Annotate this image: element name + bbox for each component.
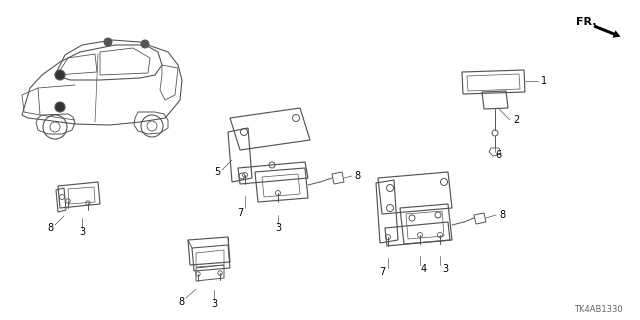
FancyArrow shape <box>593 25 621 38</box>
Circle shape <box>141 40 149 48</box>
Circle shape <box>55 102 65 112</box>
Text: 8: 8 <box>354 171 360 181</box>
Text: 3: 3 <box>79 227 85 237</box>
Text: 8: 8 <box>499 210 505 220</box>
Text: 3: 3 <box>275 223 281 233</box>
Text: 6: 6 <box>495 150 501 160</box>
Text: 8: 8 <box>47 223 53 233</box>
Text: 3: 3 <box>211 299 217 309</box>
Text: 5: 5 <box>214 167 220 177</box>
Text: 4: 4 <box>421 264 427 274</box>
Text: 3: 3 <box>442 264 448 274</box>
Text: 1: 1 <box>541 76 547 86</box>
Text: 7: 7 <box>237 208 243 218</box>
Circle shape <box>55 70 65 80</box>
Circle shape <box>104 38 112 46</box>
Text: TK4AB1330: TK4AB1330 <box>573 306 622 315</box>
Text: 7: 7 <box>379 267 385 277</box>
Text: FR.: FR. <box>576 17 596 27</box>
Text: 8: 8 <box>178 297 184 307</box>
Text: 2: 2 <box>513 115 519 125</box>
